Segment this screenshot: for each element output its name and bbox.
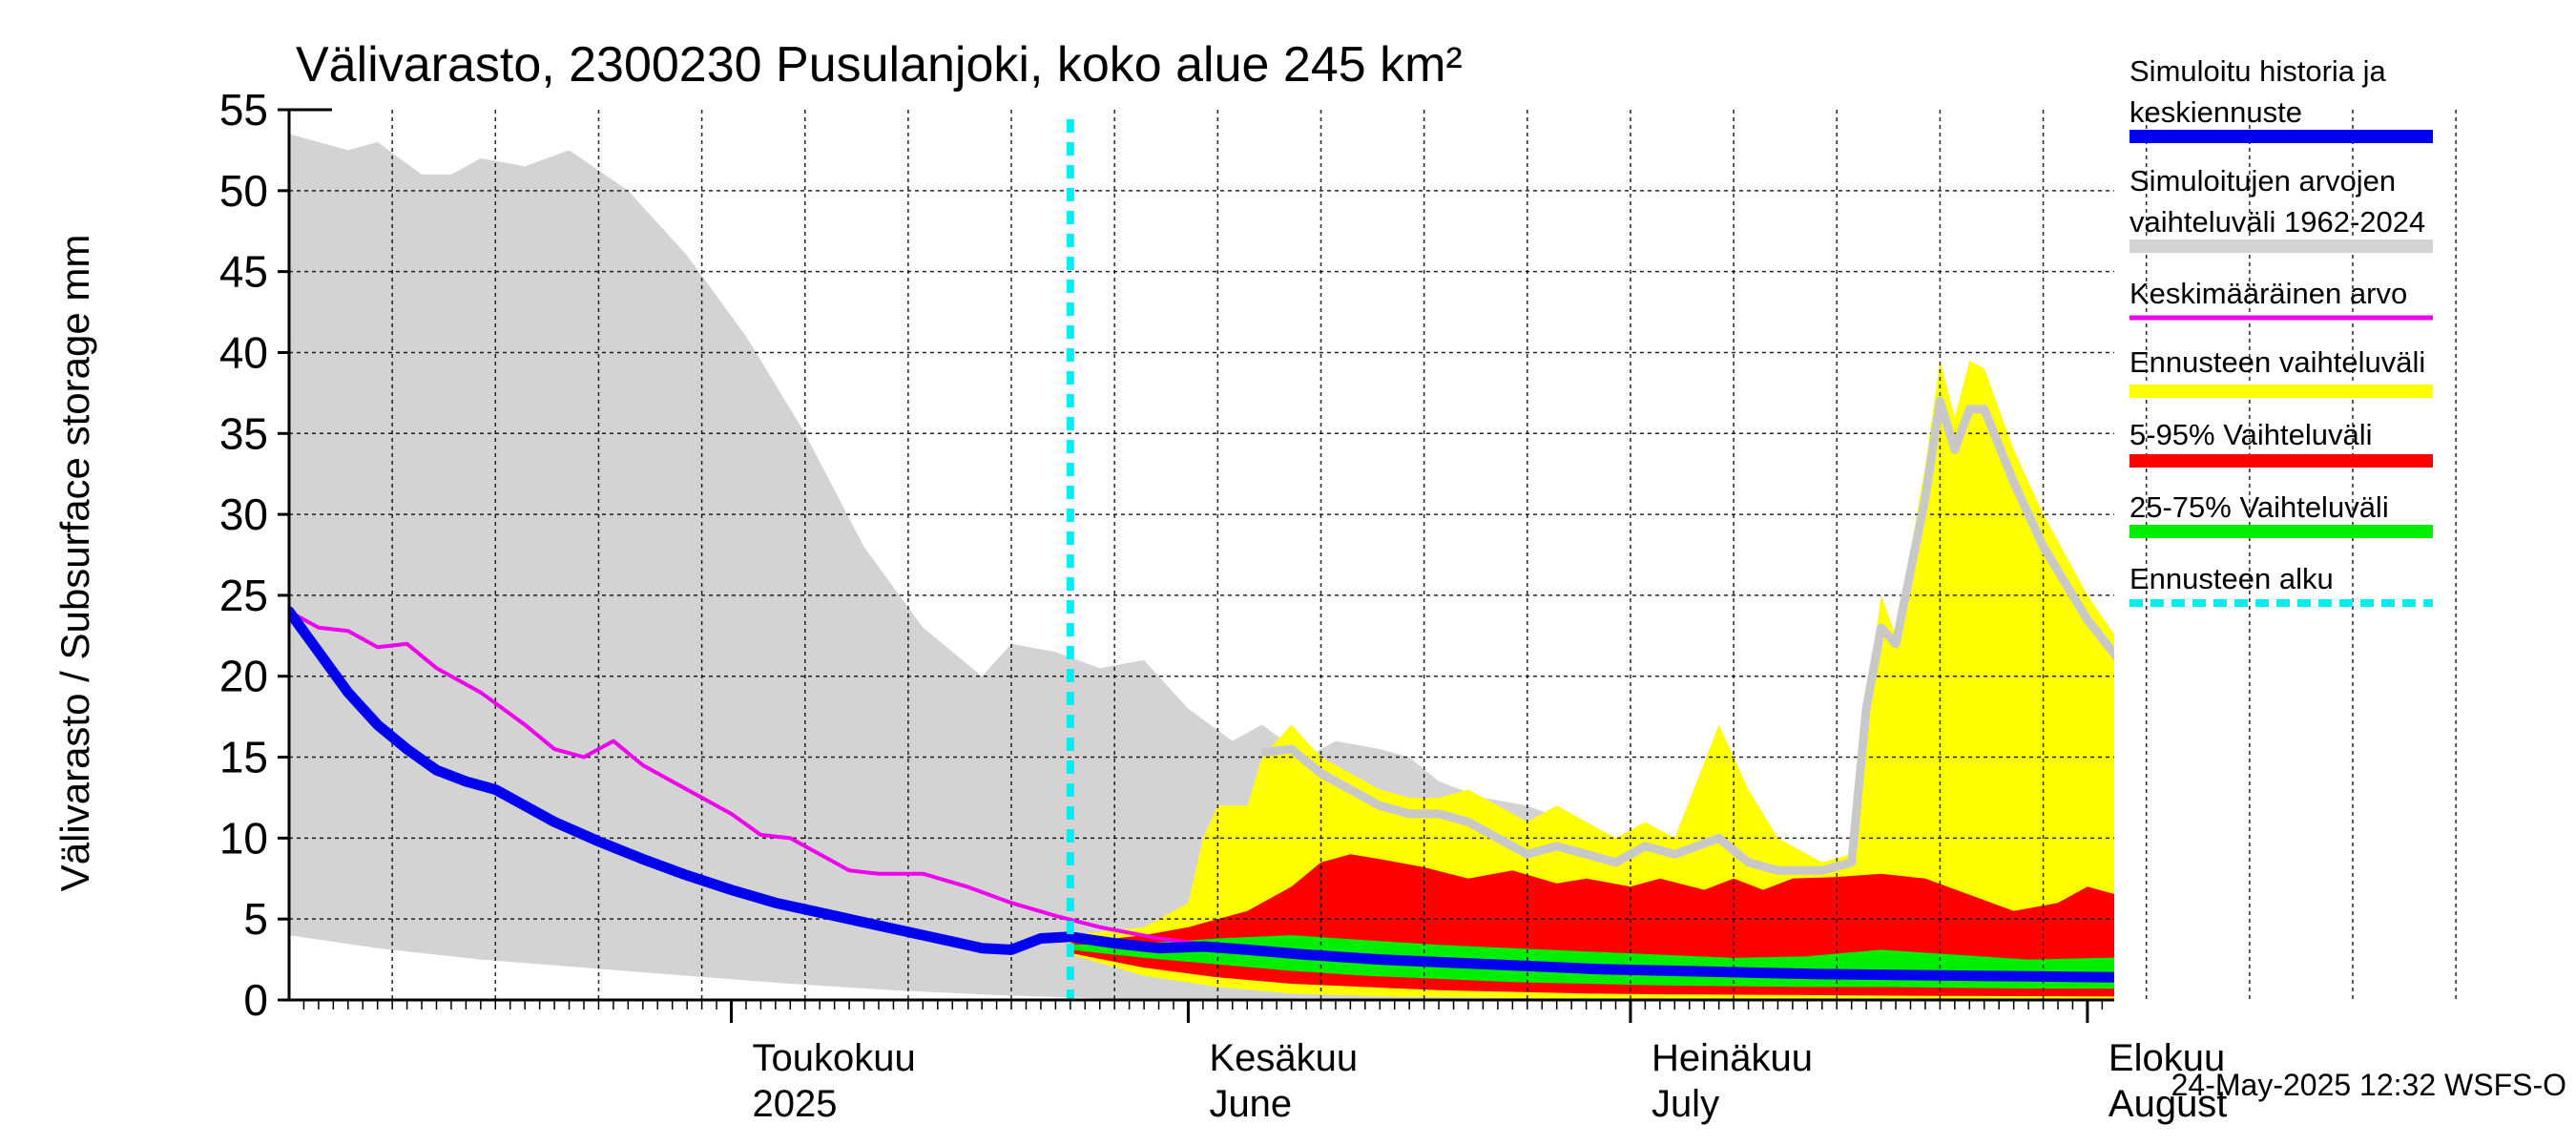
historical-range-area bbox=[289, 134, 2114, 1000]
ensemble-max-line bbox=[1261, 396, 2114, 875]
month-label-en: August bbox=[2109, 1083, 2228, 1125]
month-label-en: July bbox=[1652, 1083, 1719, 1125]
chart-title: Välivarasto, 2300230 Pusulanjoki, koko a… bbox=[296, 37, 1463, 93]
y-axis-label: Välivarasto / Subsurface storage mm bbox=[52, 235, 97, 892]
y-tick-label: 15 bbox=[219, 733, 268, 782]
legend-label-history-line2: keskiennuste bbox=[2129, 95, 2302, 129]
history-forecast-line bbox=[289, 606, 2114, 983]
y-tick-label: 55 bbox=[219, 85, 268, 135]
footer-timestamp: 24-May-2025 12:32 WSFS-O bbox=[2171, 1068, 2566, 1102]
legend-label-forecast_start: Ennusteen alku bbox=[2129, 562, 2334, 595]
legend-label-history: Simuloitu historia ja bbox=[2129, 54, 2387, 88]
month-label-fi: Toukokuu bbox=[753, 1037, 916, 1079]
legend-label-p25_75: 25-75% Vaihteluväli bbox=[2129, 490, 2389, 524]
legend-label-forecast_range: Ennusteen vaihteluväli bbox=[2129, 345, 2425, 379]
month-label-fi: Heinäkuu bbox=[1652, 1037, 1813, 1079]
y-tick-label: 50 bbox=[219, 166, 268, 216]
y-tick-label: 30 bbox=[219, 489, 268, 539]
y-tick-label: 45 bbox=[219, 247, 268, 297]
legend-label-range: Simuloitujen arvojen bbox=[2129, 164, 2396, 198]
y-tick-label: 0 bbox=[243, 975, 268, 1025]
y-tick-label: 5 bbox=[243, 894, 268, 944]
y-tick-label: 20 bbox=[219, 652, 268, 701]
legend: Simuloitu historia ja keskiennuste Simuloi… bbox=[2129, 54, 2433, 607]
y-tick-label: 40 bbox=[219, 327, 268, 377]
y-tick-label: 10 bbox=[219, 813, 268, 863]
legend-label-range-line2: vaihteluväli 1962-2024 bbox=[2129, 205, 2425, 239]
month-label-fi: Kesäkuu bbox=[1209, 1037, 1358, 1079]
month-label-fi: Elokuu bbox=[2109, 1037, 2225, 1079]
month-label-en: June bbox=[1209, 1083, 1292, 1125]
legend-label-mean: Keskimääräinen arvo bbox=[2129, 277, 2407, 310]
y-tick-label: 35 bbox=[219, 408, 268, 458]
mean-line bbox=[289, 610, 2114, 981]
legend-label-p5_95: 5-95% Vaihteluväli bbox=[2129, 418, 2372, 451]
y-tick-label: 25 bbox=[219, 571, 268, 620]
month-label-en: 2025 bbox=[753, 1083, 838, 1125]
